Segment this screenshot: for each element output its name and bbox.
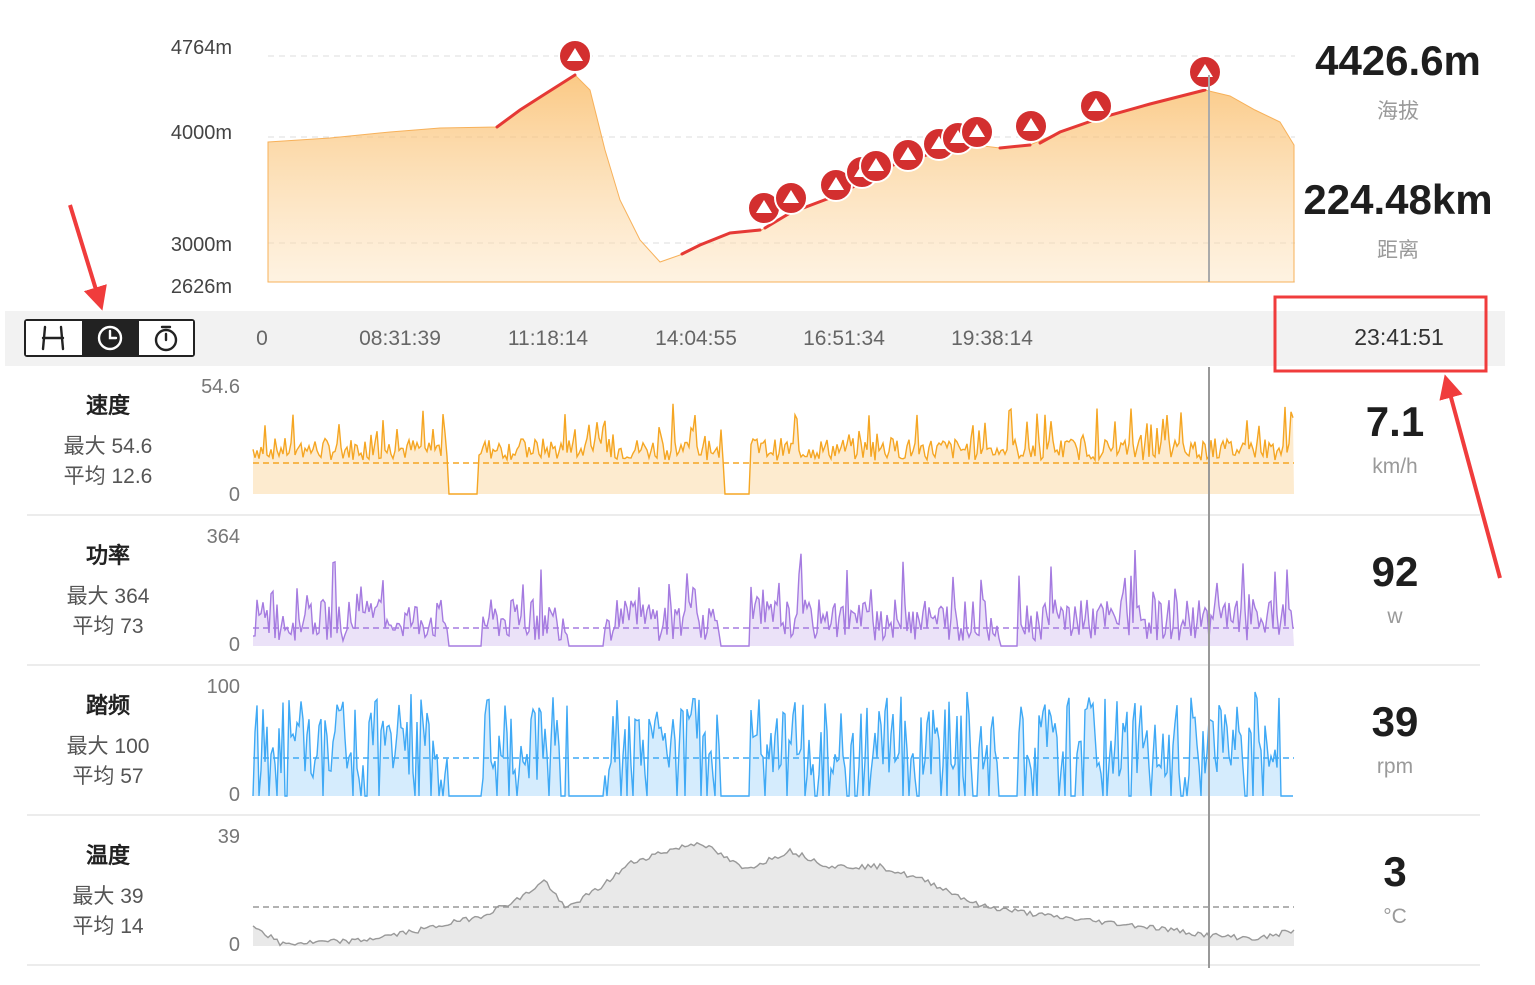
metric-current-value: 39 bbox=[1372, 698, 1419, 745]
metric-unit: rpm bbox=[1377, 755, 1413, 778]
temperature-plot bbox=[252, 841, 1295, 947]
climb-markers bbox=[558, 39, 1222, 225]
annotation-arrow-toggle bbox=[68, 204, 107, 311]
elevation-chart: 4764m 4000m 3000m 2626m bbox=[171, 37, 1295, 298]
metric-area bbox=[253, 842, 1294, 946]
metric-title: 功率 bbox=[86, 543, 130, 568]
metric-unit: w bbox=[1386, 605, 1403, 628]
road-icon bbox=[41, 325, 65, 351]
climb-marker-icon[interactable] bbox=[747, 191, 781, 225]
elevation-current-value: 4426.6m bbox=[1315, 37, 1481, 84]
axis-mode-toggle bbox=[24, 319, 195, 357]
time-tick: 08:31:39 bbox=[359, 327, 441, 350]
metric-avg: 平均 57 bbox=[72, 765, 143, 788]
elevation-y-label-max: 4764m bbox=[171, 37, 232, 59]
climb-marker-icon[interactable] bbox=[558, 39, 592, 73]
climb-marker-icon[interactable] bbox=[1188, 55, 1222, 89]
metric-y-max: 364 bbox=[207, 526, 240, 548]
elevation-y-label-3000: 3000m bbox=[171, 234, 232, 256]
metric-y-max: 39 bbox=[218, 826, 240, 848]
elevation-current-label: 海拔 bbox=[1377, 100, 1419, 123]
time-mode-button[interactable] bbox=[82, 321, 138, 355]
metric-area bbox=[253, 692, 1294, 796]
metric-y-min: 0 bbox=[229, 784, 240, 806]
metric-max: 最大 100 bbox=[67, 735, 150, 758]
metric-panel-power: 功率 最大 364 平均 73 364 0 92 w bbox=[27, 526, 1480, 666]
speed-plot bbox=[252, 403, 1294, 495]
metric-area bbox=[253, 403, 1294, 494]
metric-line bbox=[252, 550, 1294, 647]
metric-panel-temperature: 温度 最大 39 平均 14 39 0 3 °C bbox=[27, 826, 1480, 966]
metric-current-value: 7.1 bbox=[1366, 398, 1424, 445]
power-plot bbox=[252, 550, 1294, 647]
time-tick: 14:04:55 bbox=[655, 327, 737, 350]
stopwatch-icon bbox=[154, 325, 178, 352]
climb-segment bbox=[680, 228, 762, 256]
metric-y-min: 0 bbox=[229, 934, 240, 956]
climb-marker-icon[interactable] bbox=[774, 181, 808, 215]
moving-time-mode-button[interactable] bbox=[139, 321, 193, 355]
metric-y-max: 100 bbox=[207, 676, 240, 698]
metric-current-value: 3 bbox=[1383, 848, 1406, 895]
metric-avg: 平均 73 bbox=[72, 615, 143, 638]
distance-label: 距离 bbox=[1377, 239, 1419, 262]
metric-y-max: 54.6 bbox=[201, 376, 240, 398]
metric-line bbox=[252, 691, 1293, 797]
metric-panels: 速度 最大 54.6 平均 12.6 54.6 0 7.1 km/h 功率 最大… bbox=[27, 376, 1480, 966]
climb-segment bbox=[495, 73, 577, 129]
current-time-readout: 23:41:51 bbox=[1354, 324, 1444, 350]
time-axis-bar bbox=[5, 311, 1505, 366]
time-tick: 0 bbox=[256, 327, 268, 350]
metric-max: 最大 364 bbox=[67, 585, 150, 608]
metric-unit: °C bbox=[1383, 905, 1407, 928]
time-tick: 19:38:14 bbox=[951, 327, 1033, 350]
metric-current-value: 92 bbox=[1372, 548, 1419, 595]
distance-mode-button[interactable] bbox=[26, 321, 82, 355]
metric-line bbox=[252, 841, 1295, 947]
metric-panel-speed: 速度 最大 54.6 平均 12.6 54.6 0 7.1 km/h bbox=[27, 376, 1480, 516]
metric-panel-cadence: 踏频 最大 100 平均 57 100 0 39 rpm bbox=[27, 676, 1480, 816]
metric-title: 速度 bbox=[86, 393, 131, 418]
climb-segment bbox=[998, 143, 1032, 150]
metric-avg: 平均 14 bbox=[72, 915, 144, 938]
metric-unit: km/h bbox=[1372, 455, 1418, 478]
clock-icon bbox=[97, 325, 123, 351]
metric-title: 踏频 bbox=[86, 693, 130, 718]
time-tick: 11:18:14 bbox=[508, 327, 589, 350]
distance-value: 224.48km bbox=[1303, 176, 1492, 223]
metric-title: 温度 bbox=[86, 843, 131, 868]
climb-marker-icon[interactable] bbox=[960, 115, 994, 149]
elevation-y-label-4000: 4000m bbox=[171, 122, 232, 144]
climb-marker-icon[interactable] bbox=[819, 168, 853, 202]
climb-marker-icon[interactable] bbox=[1079, 89, 1113, 123]
metric-area bbox=[253, 550, 1294, 646]
cadence-plot bbox=[252, 691, 1294, 797]
elevation-y-label-min: 2626m bbox=[171, 276, 232, 298]
climb-marker-icon[interactable] bbox=[859, 149, 893, 183]
metric-max: 最大 39 bbox=[72, 885, 143, 908]
metric-avg: 平均 12.6 bbox=[64, 465, 153, 488]
climb-marker-icon[interactable] bbox=[1014, 109, 1048, 143]
annotation-arrow-time bbox=[1439, 374, 1502, 579]
time-tick: 16:51:34 bbox=[803, 327, 885, 350]
annotation-highlight-box bbox=[1273, 295, 1488, 373]
metric-y-min: 0 bbox=[229, 634, 240, 656]
climb-marker-icon[interactable] bbox=[891, 138, 925, 172]
metric-line bbox=[252, 403, 1294, 495]
metric-max: 最大 54.6 bbox=[64, 435, 153, 458]
metric-y-min: 0 bbox=[229, 484, 240, 506]
